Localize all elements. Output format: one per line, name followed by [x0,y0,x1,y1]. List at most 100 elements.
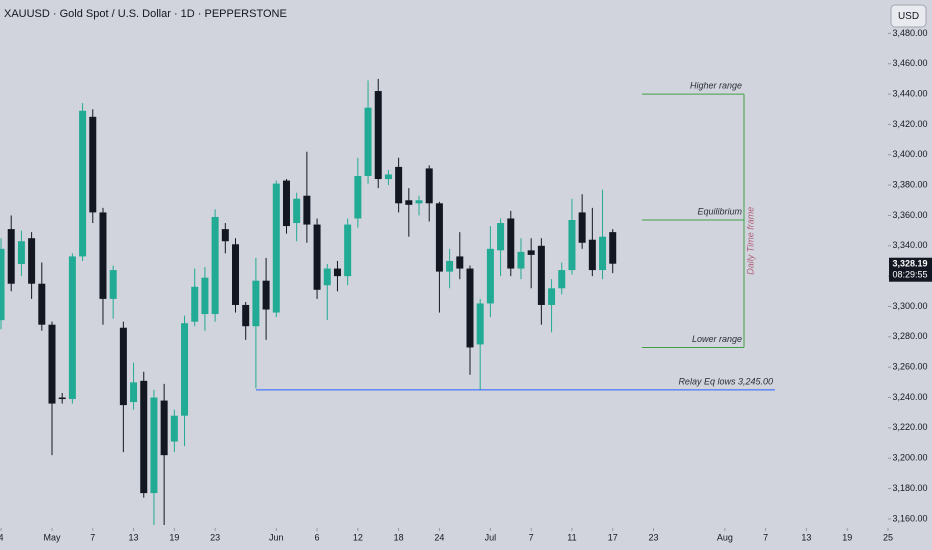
level-label: Higher range [690,80,742,90]
y-tick-label: 3,200.00 [892,453,927,463]
x-tick-label: Aug [717,532,733,542]
y-tick-label: 3,400.00 [892,149,927,159]
x-tick-label: 19 [842,532,852,542]
candle-body [38,283,46,325]
x-tick-label: 25 [883,532,893,542]
y-tick-label: 3,380.00 [892,179,927,189]
currency-button[interactable] [890,4,927,28]
candle-body [609,232,617,264]
currency-label[interactable]: USD [898,11,919,22]
candle-body [232,244,240,305]
candle-body [578,212,586,243]
chart-title: XAUUSD · Gold Spot / U.S. Dollar · 1D · … [4,8,287,20]
last-price-label: 3,328.19 [892,259,927,269]
candle-body [446,260,454,272]
candle-body [395,166,403,204]
level-label: Relay Eq lows 3,245.00 [678,376,773,386]
candle-body [48,324,56,404]
candle-body [374,91,382,180]
x-tick-label: 23 [649,532,659,542]
x-tick-label: 7 [529,532,534,542]
candle-body [252,280,260,327]
candle-body [211,216,219,315]
candle-body [109,270,117,299]
candle-body [79,110,87,257]
candle-body [7,229,15,284]
candle-body [293,198,301,224]
candle-body [68,256,76,400]
candle-body [466,268,474,348]
candle-body [191,286,199,322]
candle-body [588,239,596,271]
y-tick-label: 3,180.00 [892,483,927,493]
y-tick-label: 3,260.00 [892,362,927,372]
candle-body [537,245,545,305]
candle-body [507,218,515,269]
candle-body [486,248,494,304]
candle-body [272,183,280,313]
x-tick-label: Jul [485,532,497,542]
level-label: Lower range [692,334,742,344]
y-tick-label: 3,360.00 [892,210,927,220]
x-tick-label: 4 [0,532,4,542]
level-label: Equilibrium [697,206,742,216]
candle-body [140,380,148,494]
x-tick-label: 6 [315,532,320,542]
candle-body [17,241,25,264]
candle-body [415,200,423,204]
candle-body [262,280,270,310]
candle-body [384,174,392,180]
candle-body [323,268,331,286]
candle-body [221,229,229,242]
candle-body [517,251,525,269]
y-tick-label: 3,340.00 [892,240,927,250]
candle-body [558,270,566,289]
x-tick-label: May [43,532,61,542]
countdown-label: 08:29:55 [892,270,927,280]
candle-body [425,168,433,204]
candle-body [181,323,189,416]
candle-body [150,397,158,494]
candle-body [28,238,36,284]
candle-body [160,400,168,456]
x-tick-label: 18 [394,532,404,542]
candle-body [364,107,372,176]
x-tick-label: 24 [434,532,444,542]
y-tick-label: 3,480.00 [892,28,927,38]
last-price-tag [889,257,932,282]
candle-body [58,397,66,400]
x-tick-label: 7 [763,532,768,542]
candle-body [313,224,321,290]
candle-body [497,223,505,251]
x-tick-label: 7 [90,532,95,542]
x-tick-label: 13 [129,532,139,542]
x-tick-label: 19 [169,532,179,542]
y-tick-label: 3,220.00 [892,422,927,432]
candle-body [333,268,341,277]
y-tick-label: 3,440.00 [892,88,927,98]
candle-body [242,304,250,327]
candle-body [548,288,556,305]
candle-body [568,220,576,271]
x-tick-label: 23 [210,532,220,542]
candle-body [282,180,290,227]
candle-body [170,415,178,442]
x-tick-label: 12 [353,532,363,542]
candle-body [354,176,362,219]
candle-body [0,248,5,321]
side-label: Daily Time frame [745,207,755,275]
candle-body [89,116,97,213]
x-tick-label: 11 [567,532,576,542]
y-tick-label: 3,280.00 [892,331,927,341]
candle-body [405,200,413,205]
y-tick-label: 3,160.00 [892,513,927,523]
candle-body [344,224,352,277]
candle-body [435,203,443,272]
candle-body [130,382,138,403]
y-tick-label: 3,460.00 [892,58,927,68]
candle-body [476,303,484,345]
x-tick-label: Jun [269,532,284,542]
y-tick-label: 3,240.00 [892,392,927,402]
